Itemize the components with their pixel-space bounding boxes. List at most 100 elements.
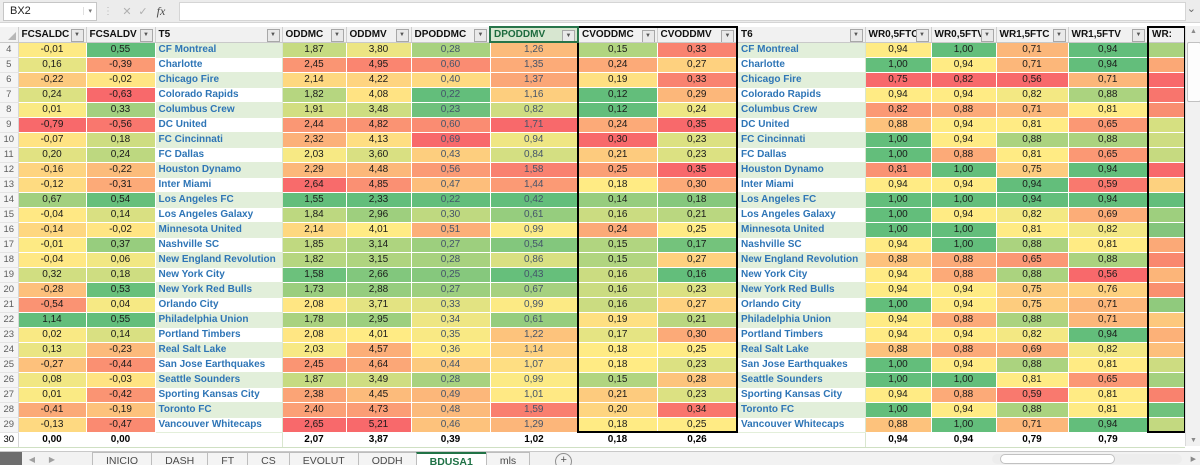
cell-WRX[interactable] <box>1147 252 1186 268</box>
horizontal-scrollbar[interactable] <box>992 454 1182 464</box>
cell-FCSALDV[interactable]: 0,00 <box>86 431 156 448</box>
cell-ODDMV[interactable]: 5,21 <box>346 417 412 433</box>
cell-WRX[interactable] <box>1147 357 1186 373</box>
cell-T6[interactable]: Seattle Sounders <box>737 372 866 388</box>
cell-T6[interactable]: Charlotte <box>737 57 866 73</box>
cell-WR05FTV[interactable]: 1,00 <box>931 192 997 208</box>
cell-CVODDMC[interactable]: 0,15 <box>577 42 658 58</box>
cell-WRX[interactable] <box>1147 117 1186 133</box>
cell-CVODDMC[interactable]: 0,16 <box>577 297 658 313</box>
cell-T5[interactable]: Chicago Fire <box>155 72 283 88</box>
cell-FCSALDC[interactable]: -0,01 <box>18 42 87 58</box>
scroll-down-icon[interactable]: ▼ <box>1190 437 1197 444</box>
cell-T5[interactable]: Minnesota United <box>155 222 283 238</box>
filter-dropdown-icon[interactable]: ▼ <box>1132 29 1145 41</box>
cell-WRX[interactable] <box>1147 387 1186 403</box>
cell-FCSALDC[interactable]: -0,54 <box>18 297 87 313</box>
cell-FCSALDC[interactable]: 0,01 <box>18 387 87 403</box>
cell-WRX[interactable] <box>1147 42 1186 58</box>
cell-T6[interactable]: Inter Miami <box>737 177 866 193</box>
cell-WRX[interactable] <box>1147 132 1186 148</box>
cell-WRX[interactable] <box>1147 222 1186 238</box>
cell-WR05FTV[interactable]: 0,88 <box>931 387 997 403</box>
cell-CVODDMC[interactable]: 0,15 <box>577 372 658 388</box>
cell-ODDMC[interactable]: 2,14 <box>282 222 347 238</box>
cell-DPODDMV[interactable]: 0,82 <box>490 102 579 118</box>
cell-FCSALDV[interactable]: -0,44 <box>86 357 156 373</box>
formula-input[interactable] <box>179 1 1186 21</box>
row-number[interactable]: 26 <box>0 372 19 388</box>
cell-WR15FTC[interactable]: 0,82 <box>996 327 1069 343</box>
cell-WR15FTC[interactable]: 0,71 <box>996 102 1069 118</box>
cell-WRX[interactable] <box>1148 431 1185 448</box>
cell-FCSALDC[interactable]: 0,00 <box>18 431 87 448</box>
cell-WRX[interactable] <box>1147 342 1186 358</box>
cell-ODDMV[interactable]: 2,33 <box>346 192 412 208</box>
cell-DPODDMV[interactable]: 0,99 <box>490 372 579 388</box>
cell-CVODDMC[interactable]: 0,20 <box>577 402 658 418</box>
cell-ODDMV[interactable]: 4,57 <box>346 342 412 358</box>
cell-WR05FTV[interactable]: 0,94 <box>931 327 997 343</box>
cell-CVODDMV[interactable]: 0,35 <box>657 117 738 133</box>
cell-DPODDMC[interactable]: 0,60 <box>411 117 491 133</box>
cell-WR15FTC[interactable]: 0,82 <box>996 87 1069 103</box>
cell-ODDMC[interactable]: 1,58 <box>282 267 347 283</box>
cell-WRX[interactable] <box>1147 147 1186 163</box>
cell-FCSALDC[interactable]: -0,12 <box>18 177 87 193</box>
cell-WR05FTV[interactable]: 0,88 <box>931 342 997 358</box>
cell-CVODDMV[interactable]: 0,29 <box>657 87 738 103</box>
cell-FCSALDV[interactable]: -0,23 <box>86 342 156 358</box>
cell-ODDMV[interactable]: 4,64 <box>346 357 412 373</box>
cell-CVODDMC[interactable]: 0,18 <box>577 342 658 358</box>
cell-WR05FTC[interactable]: 0,81 <box>865 162 932 178</box>
cell-WR05FTV[interactable]: 0,94 <box>931 87 997 103</box>
row-number[interactable]: 14 <box>0 192 19 208</box>
filter-dropdown-icon[interactable]: ▼ <box>721 30 734 41</box>
cell-DPODDMV[interactable]: 1,01 <box>490 387 579 403</box>
sheet-tab-mls[interactable]: mls <box>485 452 531 465</box>
cell-ODDMC[interactable]: 2,32 <box>282 132 347 148</box>
cell-DPODDMC[interactable]: 0,60 <box>411 57 491 73</box>
cell-ODDMC[interactable]: 1,82 <box>282 252 347 268</box>
cell-WR05FTC[interactable]: 0,88 <box>865 252 932 268</box>
cell-DPODDMC[interactable]: 0,69 <box>411 132 491 148</box>
cell-CVODDMV[interactable]: 0,24 <box>657 102 738 118</box>
cell-FCSALDC[interactable]: -0,22 <box>18 72 87 88</box>
cell-WRX[interactable] <box>1147 267 1186 283</box>
cell-CVODDMC[interactable]: 0,24 <box>577 57 658 73</box>
cell-FCSALDV[interactable]: -0,47 <box>86 417 156 433</box>
cell-ODDMC[interactable]: 2,07 <box>282 431 347 448</box>
row-number[interactable]: 12 <box>0 162 19 178</box>
cell-DPODDMV[interactable]: 1,07 <box>490 357 579 373</box>
cell-WRX[interactable] <box>1147 192 1186 208</box>
cell-CVODDMV[interactable]: 0,23 <box>657 357 738 373</box>
row-number[interactable]: 20 <box>0 282 19 298</box>
cell-CVODDMV[interactable]: 0,23 <box>657 387 738 403</box>
cell-CVODDMV[interactable]: 0,25 <box>657 417 738 433</box>
cell-DPODDMV[interactable]: 0,67 <box>490 282 579 298</box>
cell-WR15FTV[interactable]: 0,81 <box>1068 402 1149 418</box>
cell-T5[interactable]: Portland Timbers <box>155 327 283 343</box>
cell-WR15FTC[interactable]: 0,59 <box>996 387 1069 403</box>
cell-WR15FTV[interactable]: 0,81 <box>1068 102 1149 118</box>
cell-FCSALDC[interactable]: 0,20 <box>18 147 87 163</box>
filter-dropdown-icon[interactable]: ▼ <box>395 29 409 41</box>
cell-CVODDMV[interactable]: 0,27 <box>657 297 738 313</box>
cell-DPODDMV[interactable]: 0,99 <box>490 297 579 313</box>
cell-DPODDMV[interactable]: 1,35 <box>490 57 579 73</box>
sheet-tab-bdusa1-active[interactable]: BDUSA1 <box>415 452 487 465</box>
cell-WR05FTV[interactable]: 0,94 <box>931 117 997 133</box>
cell-T6[interactable]: New York City <box>737 267 866 283</box>
cell-WR15FTC[interactable]: 0,71 <box>996 42 1069 58</box>
cell-T6[interactable]: FC Dallas <box>737 147 866 163</box>
cell-WR15FTC[interactable]: 0,75 <box>996 282 1069 298</box>
cell-FCSALDC[interactable]: -0,41 <box>18 402 87 418</box>
cell-T5[interactable]: Philadelphia Union <box>155 312 283 328</box>
cell-ODDMV[interactable]: 3,14 <box>346 237 412 253</box>
cell-WR15FTC[interactable]: 0,88 <box>996 402 1069 418</box>
filter-dropdown-icon[interactable]: ▼ <box>980 29 994 41</box>
cell-FCSALDV[interactable]: -0,63 <box>86 87 156 103</box>
cell-FCSALDC[interactable]: 0,16 <box>18 57 87 73</box>
scroll-right-icon[interactable]: ▶ <box>1190 456 1196 463</box>
cell-FCSALDC[interactable]: 0,02 <box>18 327 87 343</box>
